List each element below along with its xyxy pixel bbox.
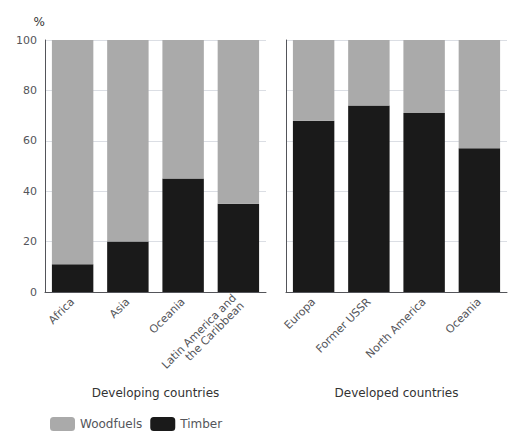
svg-text:%: % [34,15,45,29]
svg-text:Latin America and: Latin America and [159,292,239,372]
svg-text:Woodfuels: Woodfuels [80,417,142,431]
svg-text:80: 80 [23,84,37,97]
svg-text:Europa: Europa [282,295,318,331]
svg-text:20: 20 [23,235,37,248]
svg-text:0: 0 [30,286,37,299]
svg-text:Oceania: Oceania [443,295,484,336]
svg-text:40: 40 [23,185,37,198]
svg-text:Oceania: Oceania [147,295,188,336]
svg-text:Africa: Africa [46,295,77,326]
svg-text:Developing countries: Developing countries [92,386,220,400]
svg-text:Asia: Asia [107,295,132,320]
svg-text:the Caribbean: the Caribbean [183,299,247,363]
svg-text:60: 60 [23,134,37,147]
svg-text:Developed countries: Developed countries [335,386,459,400]
svg-text:100: 100 [16,34,37,47]
svg-text:Timber: Timber [179,417,222,431]
svg-text:North America: North America [363,295,428,360]
svg-text:Former USSR: Former USSR [313,295,373,355]
